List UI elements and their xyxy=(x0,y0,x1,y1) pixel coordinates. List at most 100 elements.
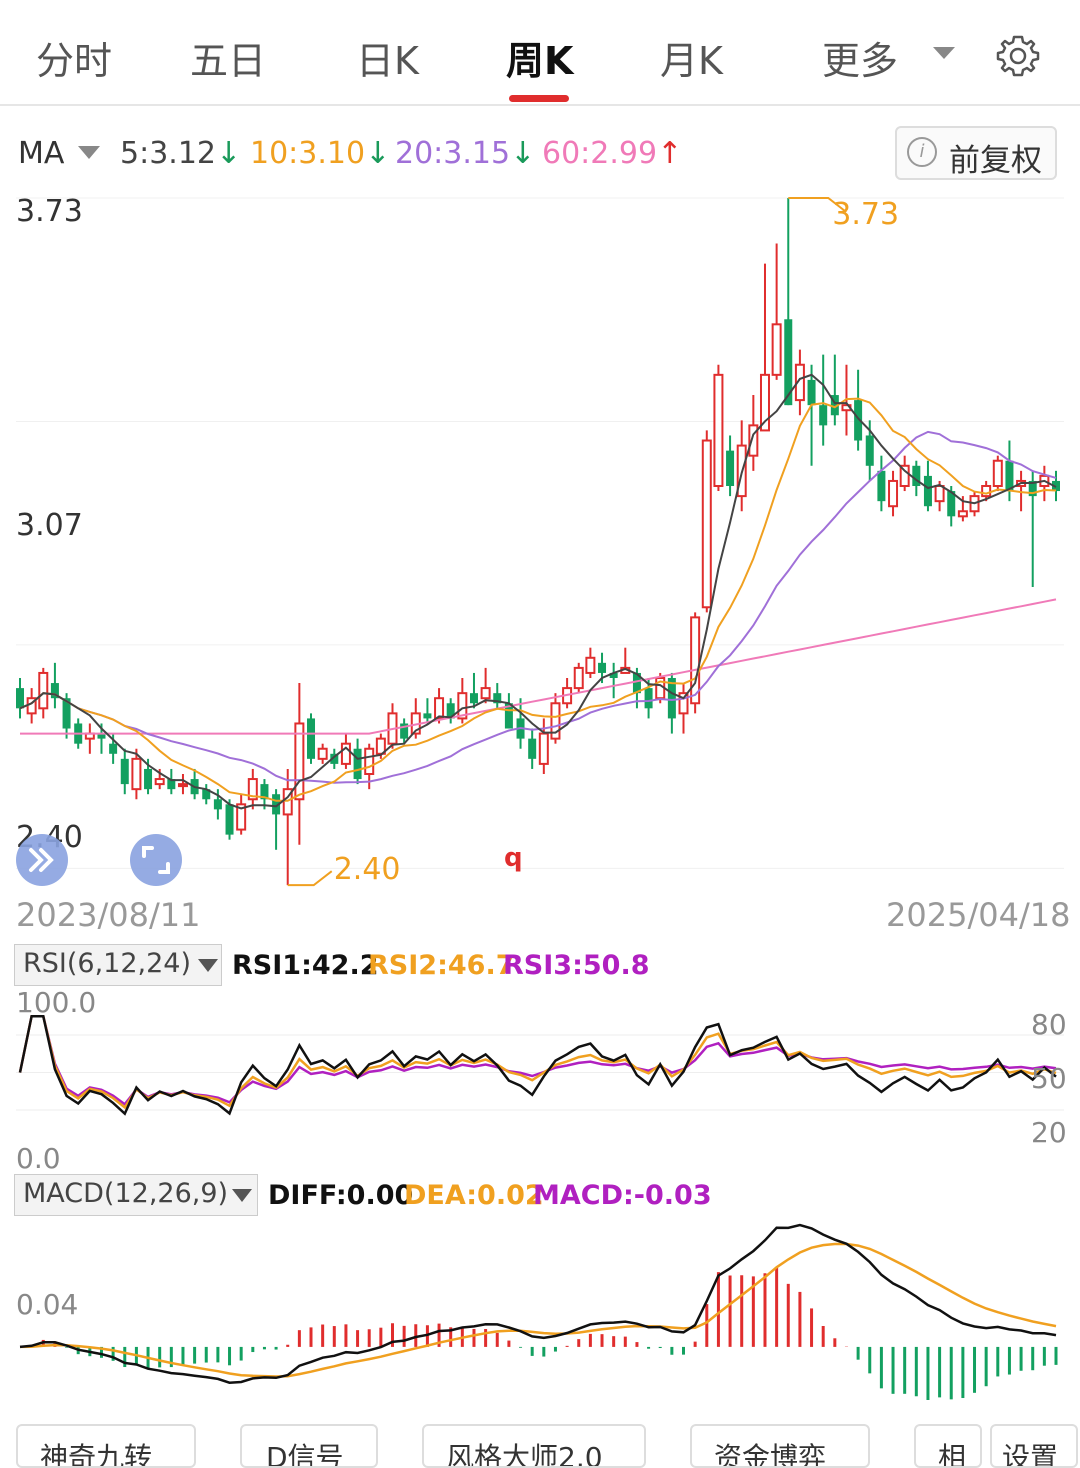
price-adjust-button[interactable]: i 前复权 xyxy=(895,126,1057,180)
candle-body-up xyxy=(154,778,165,786)
nine-turns-button[interactable]: 神奇九转 xyxy=(16,1424,196,1468)
ma5-value: 5:3.12↓ xyxy=(120,136,241,176)
candle-body-down xyxy=(120,758,129,785)
candle-body-down xyxy=(877,470,886,502)
candle-body-up xyxy=(899,464,910,487)
candle-body-up xyxy=(748,424,759,457)
expand-indicators-button[interactable] xyxy=(16,834,68,886)
rsi-chart[interactable] xyxy=(0,1010,1080,1150)
related-label: 相 xyxy=(938,1441,967,1468)
chevron-down-icon xyxy=(198,959,218,972)
macd-dea-value: DEA:0.02 xyxy=(404,1180,544,1211)
candle-body-up xyxy=(701,439,712,609)
rsi3-line xyxy=(18,1015,1057,1106)
macd-selector[interactable]: MACD(12,26,9) xyxy=(14,1174,258,1216)
candle-body-up xyxy=(457,692,468,720)
macd-selector-label: MACD(12,26,9) xyxy=(23,1178,229,1209)
rsi1-value: RSI1:42.2 xyxy=(232,950,379,981)
high-marker-line xyxy=(788,197,847,213)
candle-body-up xyxy=(981,485,992,498)
fullscreen-button[interactable] xyxy=(130,834,182,886)
fullscreen-icon xyxy=(142,846,170,874)
candle-body-up xyxy=(340,742,351,765)
candle-body-down xyxy=(213,799,222,810)
ma10-text: 10:3.10 xyxy=(250,136,366,171)
period-tab-bar: 分时 五日 日K 周K 月K 更多 xyxy=(0,0,1080,106)
d-signal-label: D信号 xyxy=(266,1441,344,1468)
candle-body-down xyxy=(598,662,607,673)
macd-diff-line xyxy=(19,1223,1057,1384)
rsi-right-50: 50 xyxy=(1031,1062,1067,1095)
chevron-down-icon xyxy=(232,1189,252,1202)
ma20-value: 20:3.15↓ xyxy=(395,136,535,176)
ma-selector-label[interactable]: MA xyxy=(18,136,65,171)
low-marker-line xyxy=(287,870,333,887)
candle-body-down xyxy=(144,768,153,790)
ma5-line xyxy=(19,373,1057,810)
candle-body-down xyxy=(423,713,432,719)
candle-body-down xyxy=(330,753,339,764)
fund-game-button[interactable]: 资金博弈 xyxy=(690,1424,870,1468)
ma5-text: 5:3.12 xyxy=(120,136,216,171)
rsi-scale-bottom: 0.0 xyxy=(16,1142,61,1175)
candle-body-up xyxy=(573,666,584,690)
candlestick-chart[interactable]: 3.73 2.40 q xyxy=(0,190,1080,890)
candle-body-down xyxy=(353,748,362,780)
candle-body-up xyxy=(177,783,188,788)
double-chevron-right-icon xyxy=(29,848,54,872)
candle-body-down xyxy=(400,723,409,739)
macd-hist-value: MACD:-0.03 xyxy=(533,1180,712,1211)
candle-body-up xyxy=(236,803,247,831)
settings-button[interactable]: 设置 xyxy=(990,1424,1078,1468)
price-axis-mid: 3.07 xyxy=(16,508,83,543)
price-adjust-label: 前复权 xyxy=(949,143,1042,179)
candle-body-up xyxy=(713,373,724,487)
fund-game-label: 资金博弈 xyxy=(714,1441,827,1468)
high-marker-label: 3.73 xyxy=(832,197,899,232)
candle-body-down xyxy=(446,703,455,719)
candle-body-down xyxy=(667,678,676,719)
tab-monthly-k[interactable]: 月K xyxy=(660,39,723,83)
rsi-right-20: 20 xyxy=(1031,1116,1067,1149)
chevron-down-icon[interactable] xyxy=(933,47,955,59)
tab-intraday[interactable]: 分时 xyxy=(36,39,113,83)
ma60-text: 60:2.99 xyxy=(542,136,658,171)
candle-body-down xyxy=(807,379,816,406)
candle-body-down xyxy=(225,804,234,835)
style-master-button[interactable]: 风格大师2.0 xyxy=(422,1424,646,1468)
ma10-arrow: ↓ xyxy=(365,136,391,171)
candle-body-down xyxy=(50,683,59,699)
rsi-selector[interactable]: RSI(6,12,24) xyxy=(14,944,222,986)
rsi3-value: RSI3:50.8 xyxy=(503,950,650,981)
candle-body-down xyxy=(260,784,269,800)
style-master-label: 风格大师2.0 xyxy=(446,1441,603,1468)
tab-daily-k[interactable]: 日K xyxy=(356,39,419,83)
candle-body-up xyxy=(38,671,49,710)
chevron-down-icon[interactable] xyxy=(78,146,100,159)
candle-body-up xyxy=(771,323,782,376)
macd-chart[interactable] xyxy=(0,1215,1080,1410)
ma10-value: 10:3.10↓ xyxy=(250,136,390,176)
tab-more[interactable]: 更多 xyxy=(822,39,899,83)
ma60-line xyxy=(20,598,1057,735)
candle-body-down xyxy=(923,475,932,507)
candle-body-up xyxy=(957,510,968,518)
rsi-right-80: 80 xyxy=(1031,1008,1067,1041)
candle-body-down xyxy=(16,688,24,709)
candle-body-down xyxy=(97,733,106,739)
gear-icon[interactable] xyxy=(996,34,1040,78)
info-icon: i xyxy=(907,137,937,167)
rsi-selector-label: RSI(6,12,24) xyxy=(23,948,191,979)
related-button[interactable]: 相 xyxy=(914,1424,982,1468)
tab-weekly-k[interactable]: 周K xyxy=(506,39,574,83)
ma10-line xyxy=(19,397,1057,802)
ma60-value: 60:2.99↑ xyxy=(542,136,682,176)
candle-body-down xyxy=(854,400,863,441)
tab-five-day[interactable]: 五日 xyxy=(190,39,267,83)
candle-body-down xyxy=(272,794,281,815)
rsi-scale-top: 100.0 xyxy=(16,986,97,1019)
candle-body-up xyxy=(434,697,445,720)
candle-body-down xyxy=(632,672,641,694)
candle-body-down xyxy=(469,693,478,704)
d-signal-button[interactable]: D信号 xyxy=(240,1424,378,1468)
